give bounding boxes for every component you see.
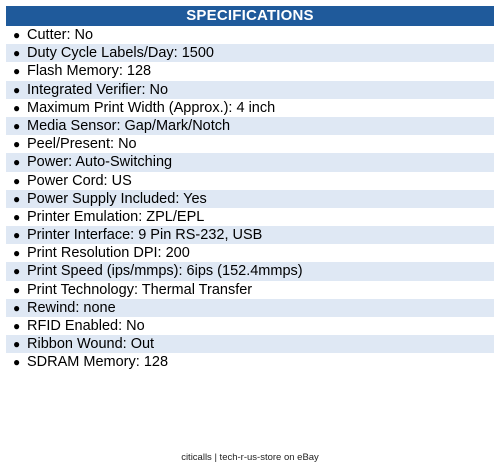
bullet-icon: ● — [13, 155, 21, 170]
spec-text: Ribbon Wound: Out — [27, 336, 155, 353]
spec-text: Media Sensor: Gap/Mark/Notch — [27, 117, 231, 134]
bullet-icon: ● — [13, 191, 21, 206]
spec-text: Peel/Present: No — [27, 136, 137, 153]
spec-text: Power Cord: US — [27, 172, 132, 189]
spec-text: Printer Interface: 9 Pin RS-232, USB — [27, 227, 263, 244]
spec-text: Power: Auto-Switching — [27, 154, 173, 171]
spec-row: ● Printer Emulation: ZPL/EPL — [6, 208, 494, 226]
spec-text: Rewind: none — [27, 299, 116, 316]
bullet-icon: ● — [13, 173, 21, 188]
spec-text: Print Resolution DPI: 200 — [27, 245, 190, 262]
spec-row: ● Integrated Verifier: No — [6, 80, 494, 99]
bullet-icon: ● — [13, 82, 21, 97]
footer-credit: citicalls | tech-r-us-store on eBay — [181, 452, 319, 463]
bullet-icon: ● — [13, 64, 21, 79]
spec-row: ● Duty Cycle Labels/Day: 1500 — [6, 44, 494, 63]
specifications-sheet: SPECIFICATIONS ● Cutter: No ● Duty Cycle L… — [6, 6, 494, 372]
bullet-icon: ● — [13, 264, 21, 279]
spec-row: ● Media Sensor: Gap/Mark/Notch — [6, 116, 494, 136]
spec-text: Printer Emulation: ZPL/EPL — [27, 208, 205, 225]
spec-row: ● Flash Memory: 128 — [6, 62, 494, 80]
spec-row: ● Printer Interface: 9 Pin RS-232, USB — [6, 226, 494, 245]
spec-row: ● Power Supply Included: Yes — [6, 189, 494, 208]
spec-text: Flash Memory: 128 — [27, 63, 152, 80]
bullet-icon: ● — [13, 209, 21, 224]
bullet-icon: ● — [13, 228, 21, 243]
bullet-icon: ● — [13, 337, 21, 352]
bullet-icon: ● — [13, 319, 21, 333]
spec-row: ● Power: Auto-Switching — [6, 153, 494, 172]
spec-text: Integrated Verifier: No — [27, 81, 169, 98]
specifications-header: SPECIFICATIONS — [6, 6, 494, 26]
bullet-icon: ● — [13, 282, 21, 297]
bullet-icon: ● — [13, 137, 21, 152]
spec-row: ● Rewind: none — [6, 298, 494, 317]
spec-text: Print Speed (ips/mmps): 6ips (152.4mmps) — [27, 263, 303, 280]
spec-row: ● Print Speed (ips/mmps): 6ips (152.4mmps… — [6, 262, 494, 281]
spec-row: ● Cutter: No — [6, 26, 494, 44]
spec-row: ● Maximum Print Width (Approx.): 4 inch — [6, 99, 494, 117]
spec-row: ● RFID Enabled: No — [6, 317, 494, 335]
bullet-icon: ● — [13, 118, 21, 133]
spec-row: ● Print Resolution DPI: 200 — [6, 244, 494, 262]
spec-text: Cutter: No — [27, 27, 94, 43]
spec-text: Power Supply Included: Yes — [27, 190, 207, 207]
spec-text: RFID Enabled: No — [27, 318, 145, 334]
bullet-icon: ● — [13, 355, 21, 370]
spec-row: ● Peel/Present: No — [6, 135, 494, 153]
spec-row: ● SDRAM Memory: 128 — [6, 353, 494, 371]
bullet-icon: ● — [13, 46, 21, 61]
spec-text: Print Technology: Thermal Transfer — [27, 281, 253, 298]
bullet-icon: ● — [13, 28, 21, 42]
bullet-icon: ● — [13, 100, 21, 115]
bullet-icon: ● — [13, 246, 21, 261]
bullet-icon: ● — [13, 300, 21, 315]
spec-list: ● Cutter: No ● Duty Cycle Labels/Day: 1500… — [6, 26, 494, 372]
spec-text: Duty Cycle Labels/Day: 1500 — [27, 45, 214, 62]
spec-row: ● Power Cord: US — [6, 172, 494, 190]
spec-text: SDRAM Memory: 128 — [27, 354, 169, 371]
spec-row: ● Print Technology: Thermal Transfer — [6, 281, 494, 299]
spec-row: ● Ribbon Wound: Out — [6, 335, 494, 354]
spec-text: Maximum Print Width (Approx.): 4 inch — [27, 99, 276, 116]
